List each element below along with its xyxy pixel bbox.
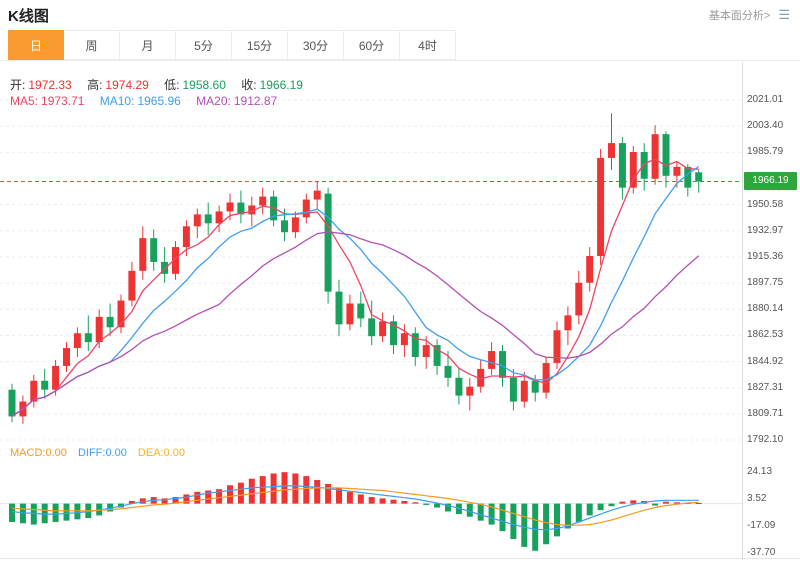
open-item: 开: 1972.33: [10, 78, 72, 92]
ma20-value: 1912.87: [233, 94, 278, 108]
diff-value: 0.00: [105, 447, 127, 459]
ma10-item: MA10: 1965.96: [99, 94, 181, 108]
tab-15min[interactable]: 15分: [232, 30, 288, 60]
axis-label: 1827.31: [747, 381, 784, 393]
dea-value: 0.00: [163, 447, 186, 459]
tab-week[interactable]: 周: [64, 30, 120, 60]
axis-label: 1985.79: [747, 146, 784, 158]
header: K线图 基本面分析> ☰: [0, 0, 800, 30]
axis-label: 2021.01: [747, 94, 784, 105]
ma-legend: MA5: 1973.71 MA10: 1965.96 MA20: 1912.87: [10, 94, 289, 108]
high-item: 高: 1974.29: [87, 78, 149, 92]
open-value: 1972.33: [28, 78, 72, 92]
menu-icon[interactable]: ☰: [778, 7, 790, 22]
tab-month[interactable]: 月: [120, 30, 176, 60]
tab-30min[interactable]: 30分: [288, 30, 344, 60]
page-title: K线图: [8, 7, 49, 25]
fundamental-analysis-link[interactable]: 基本面分析>: [708, 10, 771, 22]
last-price-badge: 1966.19: [744, 172, 797, 191]
axis-label: 2003.40: [747, 120, 784, 132]
macd-chart[interactable]: [0, 462, 742, 558]
axis-label: 1862.53: [747, 329, 784, 341]
macd-value: 0.00: [45, 447, 67, 459]
tab-4hour[interactable]: 4时: [400, 30, 456, 60]
macd-legend: MACD:0.00 DIFF:0.00 DEA:0.00: [10, 447, 193, 459]
axis-label: 1897.75: [747, 277, 784, 289]
low-item: 低: 1958.60: [164, 78, 226, 92]
axis-label: 1950.58: [747, 198, 784, 210]
macd-item: MACD:0.00: [10, 447, 67, 459]
axis-label: 1809.71: [747, 407, 784, 419]
ma5-item: MA5: 1973.71: [10, 94, 85, 108]
axis-label: 1844.92: [747, 355, 784, 367]
tab-day[interactable]: 日: [8, 30, 64, 60]
candlestick-chart[interactable]: [0, 62, 742, 454]
axis-label: 1915.36: [747, 250, 784, 262]
timeframe-tabbar: 日 周 月 5分 15分 30分 60分 4时: [0, 30, 800, 61]
close-value: 1966.19: [259, 78, 303, 92]
high-value: 1974.29: [105, 78, 149, 92]
tab-5min[interactable]: 5分: [176, 30, 232, 60]
macd-axis-label: 3.52: [747, 493, 767, 504]
ma5-value: 1973.71: [41, 94, 85, 108]
axis-label: 1792.10: [747, 434, 784, 446]
bottom-divider: [0, 558, 800, 559]
axis-label: 1932.97: [747, 224, 784, 236]
macd-axis-label: 24.13: [747, 465, 773, 477]
macd-axis-label: -17.09: [747, 520, 776, 531]
low-value: 1958.60: [182, 78, 226, 92]
price-axis: 2021.01 2003.40 1985.79 1950.58 1932.97 1915.…: [742, 62, 800, 560]
close-item: 收: 1966.19: [241, 78, 303, 92]
macd-axis-label: -37.70: [747, 547, 776, 559]
diff-item: DIFF:0.00: [77, 447, 127, 459]
ohlc-legend: 开: 1972.33 高: 1974.29 低: 1958.60 收: 1966.19: [10, 76, 315, 93]
axis-label: 1880.14: [747, 303, 784, 315]
dea-item: DEA:0.00: [137, 447, 186, 459]
ma20-item: MA20: 1912.87: [196, 94, 278, 108]
ma10-value: 1965.96: [137, 94, 181, 108]
tab-60min[interactable]: 60分: [344, 30, 400, 60]
